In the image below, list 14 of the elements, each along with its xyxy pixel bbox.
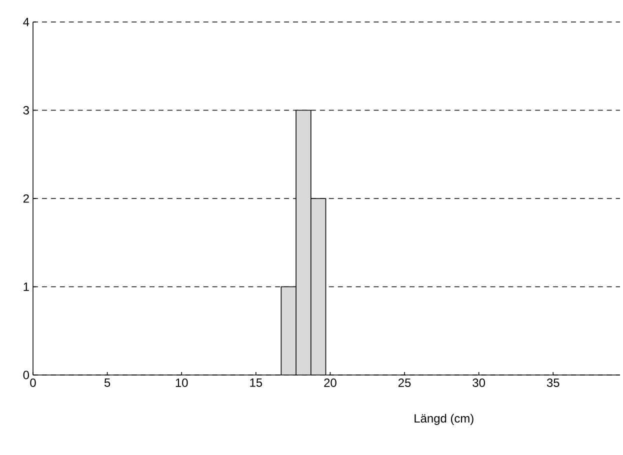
x-tick-label: 15 xyxy=(250,378,262,387)
x-tick-label: 0 xyxy=(30,378,36,387)
x-tick-label: 25 xyxy=(398,378,411,387)
x-tick-label: 5 xyxy=(104,378,110,387)
x-tick-label: 20 xyxy=(324,378,336,387)
y-tick-label: 2 xyxy=(23,194,29,203)
x-tick-label: 30 xyxy=(472,378,486,387)
x-tick-label: 10 xyxy=(176,378,188,387)
y-tick-label: 4 xyxy=(23,18,30,26)
y-tick-label: 0 xyxy=(23,370,30,380)
x-axis-title: Längd (cm) xyxy=(414,414,474,425)
x-tick-label: 35 xyxy=(546,378,560,387)
y-tick-label: 1 xyxy=(24,282,29,291)
y-tick-label: 3 xyxy=(23,106,29,114)
